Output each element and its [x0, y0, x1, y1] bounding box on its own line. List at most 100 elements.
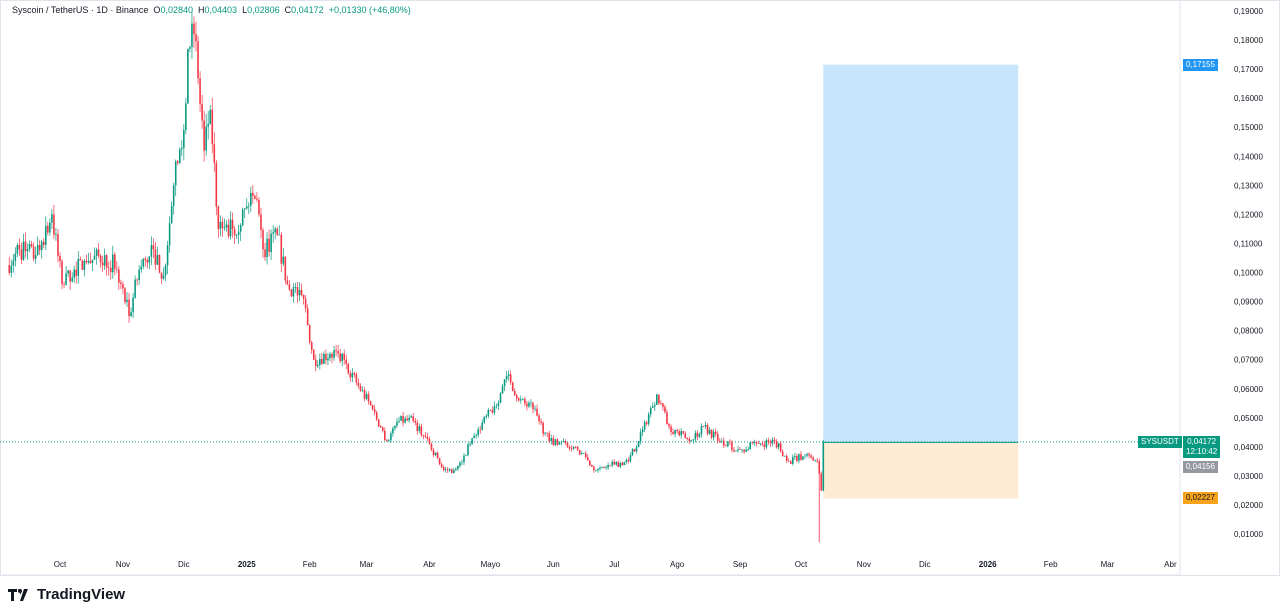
candle-body [625, 459, 628, 463]
y-tick-label: 0,19000 [1234, 7, 1263, 16]
candle-body [229, 219, 232, 237]
candle-body [810, 455, 812, 458]
candle-body [459, 462, 461, 466]
candle-body [225, 224, 228, 228]
candle-body [8, 264, 11, 273]
candle-body [749, 442, 751, 450]
candle-body [260, 214, 262, 231]
candle-body [12, 260, 15, 266]
candle-body [753, 441, 756, 444]
candle-body [241, 209, 244, 226]
y-tick-label: 0,10000 [1234, 269, 1263, 278]
candle-body [325, 354, 327, 361]
candle-body [560, 441, 563, 443]
x-tick-label: Abr [423, 560, 436, 569]
candle-body [223, 227, 226, 229]
candle-body [71, 277, 73, 282]
candle-body [20, 249, 23, 260]
candle-body [696, 432, 699, 437]
candle-body [718, 440, 721, 442]
candle-body [637, 441, 640, 448]
candle-body [587, 457, 589, 461]
candle-body [75, 269, 78, 276]
candle-body [653, 404, 656, 407]
candle-body [81, 260, 84, 270]
candle-body [422, 434, 425, 436]
candle-body [140, 266, 142, 270]
candle-body [381, 427, 384, 431]
candle-body [130, 312, 132, 317]
candle-body [51, 214, 53, 223]
x-tick-label: Abr [1164, 560, 1177, 569]
high-label: H [198, 5, 205, 15]
candle-body [453, 470, 455, 474]
y-tick-label: 0,09000 [1234, 298, 1263, 307]
candle-body [290, 289, 293, 297]
candle-body [36, 244, 39, 256]
candle-body [617, 462, 620, 467]
candle-body [564, 441, 567, 443]
candle-body [731, 442, 733, 450]
candle-body [351, 372, 354, 378]
candle-body [138, 269, 140, 280]
candle-body [160, 272, 163, 279]
candle-body [339, 353, 341, 362]
candle-body [720, 440, 723, 442]
candle-body [455, 468, 457, 471]
candle-body [763, 444, 766, 447]
candle-body [49, 222, 51, 233]
candle-body [802, 456, 804, 460]
candle-body [444, 469, 447, 471]
candle-body [605, 467, 607, 469]
candle-body [164, 265, 167, 276]
candle-body [183, 130, 185, 148]
candle-body [643, 422, 646, 430]
candle-body [116, 268, 118, 270]
candle-body [688, 438, 691, 442]
candle-body [745, 449, 747, 452]
candle-body [495, 405, 498, 407]
candle-body [14, 253, 17, 261]
candle-body [53, 214, 55, 235]
candle-body [392, 428, 394, 434]
candle-body [302, 294, 305, 299]
candle-body [656, 394, 658, 405]
candle-body [554, 439, 557, 445]
candle-body [483, 416, 486, 423]
candle-body [272, 232, 274, 234]
candle-body [660, 403, 662, 404]
candle-body [347, 363, 350, 374]
candle-body [97, 249, 100, 256]
candle-body [420, 426, 423, 435]
candle-body [674, 429, 676, 434]
candle-body [367, 394, 370, 402]
candle-body [741, 449, 743, 451]
candle-body [375, 412, 378, 420]
candle-body [769, 441, 772, 444]
candle-body [148, 256, 151, 263]
candle-body [337, 351, 339, 354]
change-value: +0,01330 (+46,80%) [328, 5, 411, 15]
candle-body [765, 440, 768, 447]
candle-body [406, 418, 408, 421]
candle-body [310, 342, 313, 350]
candle-body [201, 104, 203, 121]
candle-body [16, 245, 19, 254]
candle-body [450, 469, 453, 474]
candle-body [404, 418, 406, 423]
candle-body [524, 398, 526, 404]
tradingview-logo[interactable]: TradingView [8, 586, 125, 603]
candle-body [416, 422, 419, 431]
candle-body [633, 449, 636, 452]
candle-body [787, 460, 790, 462]
candle-body [668, 424, 670, 427]
candle-body [761, 443, 764, 445]
low-value: 0,02806 [247, 5, 280, 15]
candle-body [388, 440, 390, 442]
low-label: L [242, 5, 248, 15]
candle-body [329, 353, 331, 359]
candle-body [191, 23, 193, 48]
x-tick-label: Jul [609, 560, 619, 569]
candle-body [599, 467, 601, 469]
